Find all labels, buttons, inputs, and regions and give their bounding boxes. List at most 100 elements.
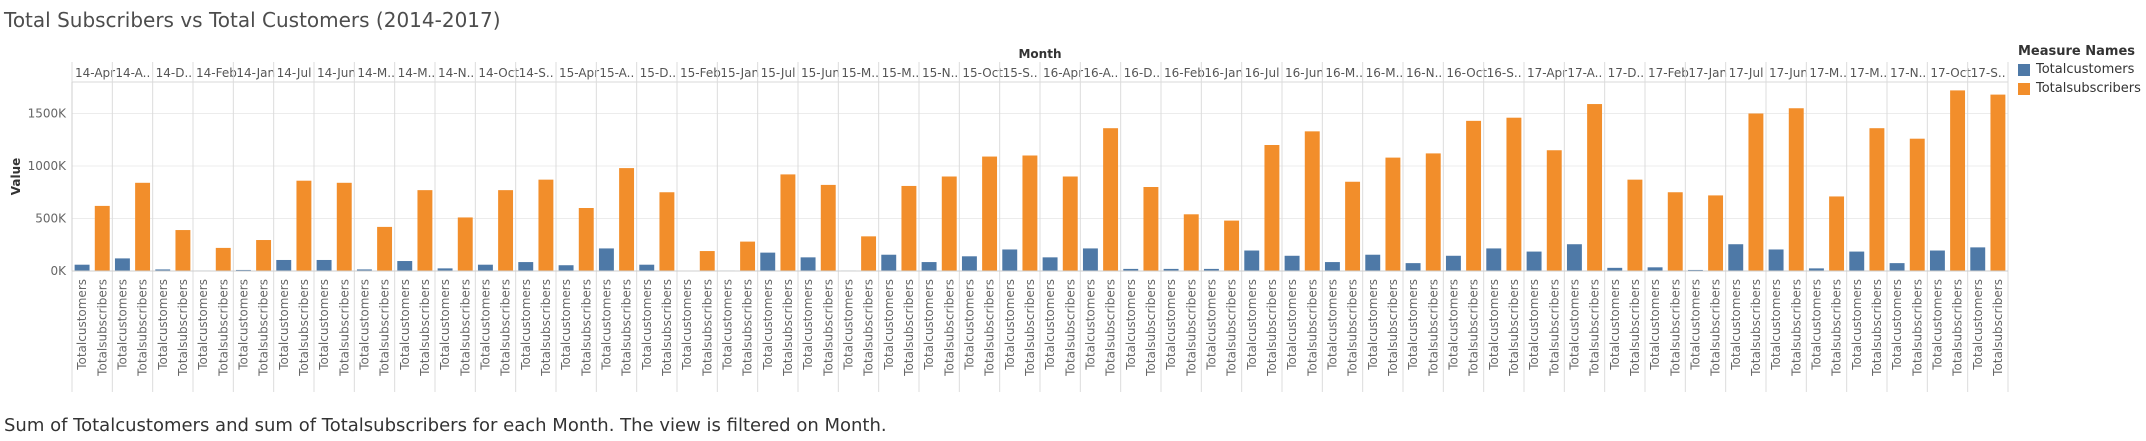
- sub-category-label: Totalcustomers: [801, 279, 815, 371]
- sub-category-label: Totalcustomers: [1083, 279, 1097, 371]
- month-header-label: 14-Jun: [317, 66, 356, 80]
- bar-totalsubscribers: [1022, 155, 1038, 271]
- month-header-label: 16-Apr: [1043, 66, 1083, 80]
- month-header-label: 14-A..: [115, 66, 150, 80]
- month-header-label: 17-Apr: [1527, 66, 1567, 80]
- month-header-label: 17-M..: [1809, 66, 1847, 80]
- bar-totalsubscribers: [1425, 153, 1441, 271]
- sub-category-label: Totalsubscribers: [983, 279, 997, 377]
- bar-totalcustomers: [558, 265, 574, 271]
- sub-category-label: Totalsubscribers: [418, 279, 432, 377]
- month-header-label: 16-Jan: [1204, 66, 1243, 80]
- month-header-label: 14-Jul: [277, 66, 312, 80]
- bar-totalsubscribers: [377, 226, 393, 271]
- bar-totalcustomers: [1566, 244, 1582, 271]
- month-header-label: 15-Jun: [801, 66, 840, 80]
- bar-totalsubscribers: [1264, 145, 1280, 271]
- sub-category-label: Totalsubscribers: [1426, 279, 1440, 377]
- sub-category-label: Totalsubscribers: [1789, 279, 1803, 377]
- sub-category-label: Totalsubscribers: [821, 279, 835, 377]
- month-header-label: 17-Jun: [1769, 66, 1808, 80]
- month-header-label: 14-M..: [357, 66, 395, 80]
- month-header-label: 16-D..: [1124, 66, 1160, 80]
- month-header-label: 17-N..: [1890, 66, 1926, 80]
- bar-totalsubscribers: [1748, 113, 1764, 271]
- sub-category-label: Totalcustomers: [1769, 279, 1783, 371]
- bar-totalcustomers: [1687, 269, 1703, 271]
- bar-totalsubscribers: [1788, 108, 1804, 271]
- legend-item-totalsubscribers[interactable]: Totalsubscribers: [2018, 81, 2141, 96]
- sub-category-label: Totalcustomers: [599, 279, 613, 371]
- sub-category-label: Totalsubscribers: [378, 279, 392, 377]
- sub-category-label: Totalsubscribers: [1225, 279, 1239, 377]
- sub-category-label: Totalsubscribers: [1870, 279, 1884, 377]
- sub-category-label: Totalsubscribers: [1951, 279, 1965, 377]
- sub-category-label: Totalcustomers: [196, 279, 210, 371]
- bar-totalcustomers: [1445, 255, 1461, 271]
- y-axis-title: Value: [9, 158, 23, 196]
- bar-totalcustomers: [437, 268, 453, 271]
- bar-totalcustomers: [74, 264, 90, 271]
- sub-category-label: Totalcustomers: [640, 279, 654, 371]
- month-header-label: 15-A..: [599, 66, 634, 80]
- sub-category-label: Totalcustomers: [1043, 279, 1057, 371]
- sub-category-label: Totalsubscribers: [1265, 279, 1279, 377]
- month-header-label: 17-Jul: [1729, 66, 1764, 80]
- sub-category-label: Totalsubscribers: [95, 279, 109, 377]
- bar-totalcustomers: [1849, 251, 1865, 271]
- bar-totalcustomers: [1002, 249, 1018, 271]
- sub-category-label: Totalcustomers: [1245, 279, 1259, 371]
- sub-category-label: Totalsubscribers: [1104, 279, 1118, 377]
- month-header-label: 14-D..: [156, 66, 192, 80]
- bar-totalsubscribers: [1708, 195, 1724, 271]
- sub-category-label: Totalsubscribers: [1547, 279, 1561, 377]
- sub-category-label: Totalcustomers: [1809, 279, 1823, 371]
- sub-category-label: Totalsubscribers: [458, 279, 472, 377]
- bar-totalsubscribers: [1909, 138, 1925, 271]
- bar-totalcustomers: [235, 269, 251, 271]
- sub-category-label: Totalcustomers: [1366, 279, 1380, 371]
- month-header-label: 17-S..: [1971, 66, 2006, 80]
- sub-category-label: Totalcustomers: [115, 279, 129, 371]
- sub-category-label: Totalsubscribers: [1346, 279, 1360, 377]
- bar-totalsubscribers: [901, 185, 917, 271]
- bar-totalsubscribers: [619, 168, 635, 271]
- sub-category-label: Totalsubscribers: [579, 279, 593, 377]
- bar-totalsubscribers: [135, 182, 151, 271]
- y-tick-label: 1000K: [28, 159, 68, 173]
- month-header-label: 15-N..: [922, 66, 958, 80]
- bar-totalsubscribers: [1143, 187, 1159, 271]
- sub-category-label: Totalsubscribers: [337, 279, 351, 377]
- bar-totalsubscribers: [1546, 150, 1562, 271]
- sub-category-label: Totalsubscribers: [1991, 279, 2005, 377]
- bar-totalsubscribers: [1183, 214, 1199, 271]
- chart-caption: Sum of Totalcustomers and sum of Totalsu…: [4, 415, 887, 436]
- sub-category-label: Totalsubscribers: [297, 279, 311, 377]
- bar-totalsubscribers: [336, 182, 352, 271]
- bar-totalcustomers: [356, 269, 372, 271]
- bar-totalsubscribers: [820, 184, 836, 271]
- bar-totalsubscribers: [941, 176, 957, 271]
- sub-category-label: Totalcustomers: [317, 279, 331, 371]
- sub-category-label: Totalcustomers: [962, 279, 976, 371]
- chart-title: Total Subscribers vs Total Customers (20…: [4, 8, 501, 32]
- legend-label-totalcustomers: Totalcustomers: [2036, 62, 2135, 77]
- sub-category-label: Totalsubscribers: [499, 279, 513, 377]
- bar-totalcustomers: [316, 259, 332, 271]
- sub-category-label: Totalsubscribers: [1910, 279, 1924, 377]
- bar-totalcustomers: [961, 256, 977, 271]
- bar-totalcustomers: [1728, 244, 1744, 271]
- sub-category-label: Totalcustomers: [1527, 279, 1541, 371]
- sub-category-label: Totalcustomers: [1850, 279, 1864, 371]
- sub-category-label: Totalsubscribers: [1749, 279, 1763, 377]
- bar-totalcustomers: [1808, 268, 1824, 271]
- sub-category-label: Totalcustomers: [357, 279, 371, 371]
- legend-item-totalcustomers[interactable]: Totalcustomers: [2018, 62, 2141, 77]
- month-header-label: 15-M..: [882, 66, 920, 80]
- bar-totalcustomers: [1042, 257, 1058, 271]
- month-header-label: 17-Feb: [1648, 66, 1689, 80]
- sub-category-label: Totalcustomers: [1446, 279, 1460, 371]
- bar-totalsubscribers: [1466, 120, 1482, 271]
- sub-category-label: Totalcustomers: [761, 279, 775, 371]
- month-header-label: 17-Jan: [1688, 66, 1727, 80]
